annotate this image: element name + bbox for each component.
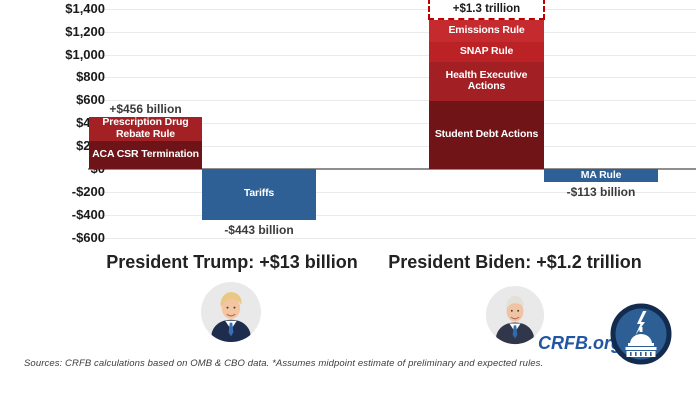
bar-segment-label: Health Executive Actions — [445, 68, 528, 93]
bar-segment-label: SNAP Rule — [459, 45, 514, 58]
gridline — [88, 123, 696, 125]
bar-segment-student-debt-actions: Student Debt Actions — [429, 100, 544, 169]
gridline — [88, 31, 696, 33]
total-label-dashed-box: +$1.3 trillion — [428, 0, 545, 21]
bar-segment-label: ACA CSR Termination — [92, 148, 199, 161]
bar-segment-ma-rule: MA Rule — [544, 169, 658, 182]
y-axis-tick-label: $800 — [76, 69, 105, 85]
biden-portrait — [485, 285, 545, 345]
y-axis-tick-label: -$200 — [71, 183, 105, 199]
trump-portrait — [200, 281, 262, 343]
gridline — [88, 100, 696, 102]
bar-segment-tariffs: Tariffs — [202, 169, 316, 220]
bar-segment-label: MA Rule — [580, 168, 622, 181]
y-axis-tick-label: $600 — [76, 92, 105, 108]
crfb-capitol-logo-icon — [610, 303, 672, 365]
bar-segment-prescription-drug-rebate-rule: Prescription Drug Rebate Rule — [89, 117, 202, 142]
y-axis-tick-label: $1,400 — [65, 0, 105, 16]
gridline — [88, 214, 696, 216]
bar-segment-label: Tariffs — [243, 187, 275, 200]
gridline — [88, 77, 696, 79]
gridline — [88, 146, 696, 148]
total-label: -$443 billion — [224, 222, 294, 237]
y-axis-tick-label: $1,200 — [65, 23, 105, 39]
x-axis-zero-line — [88, 168, 696, 170]
crfb-org-wordmark: CRFB.org — [538, 333, 622, 353]
bar-segment-emissions-rule: Emissions Rule — [429, 20, 544, 43]
bar-segment-label: Emissions Rule — [448, 24, 525, 37]
gridline — [88, 8, 696, 10]
bar-segment-snap-rule: SNAP Rule — [429, 42, 544, 62]
bar-segment-aca-csr-termination: ACA CSR Termination — [89, 141, 202, 169]
gridline — [88, 54, 696, 56]
gridline — [88, 237, 696, 239]
total-label: -$113 billion — [566, 184, 636, 199]
y-axis-tick-label: -$400 — [71, 206, 105, 222]
bar-segment-label: Prescription Drug Rebate Rule — [102, 116, 189, 141]
bar-segment-label: Student Debt Actions — [434, 128, 539, 141]
source-note: Sources: CRFB calculations based on OMB … — [24, 358, 544, 369]
gridline — [88, 191, 696, 193]
trump-summary-label: President Trump: +$13 billion — [106, 252, 358, 272]
total-label: +$456 billion — [109, 101, 182, 116]
biden-summary-label: President Biden: +$1.2 trillion — [388, 252, 642, 272]
y-axis-tick-label: $1,000 — [65, 46, 105, 62]
bar-segment-health-executive-actions: Health Executive Actions — [429, 61, 544, 101]
y-axis-tick-label: -$600 — [71, 229, 105, 245]
